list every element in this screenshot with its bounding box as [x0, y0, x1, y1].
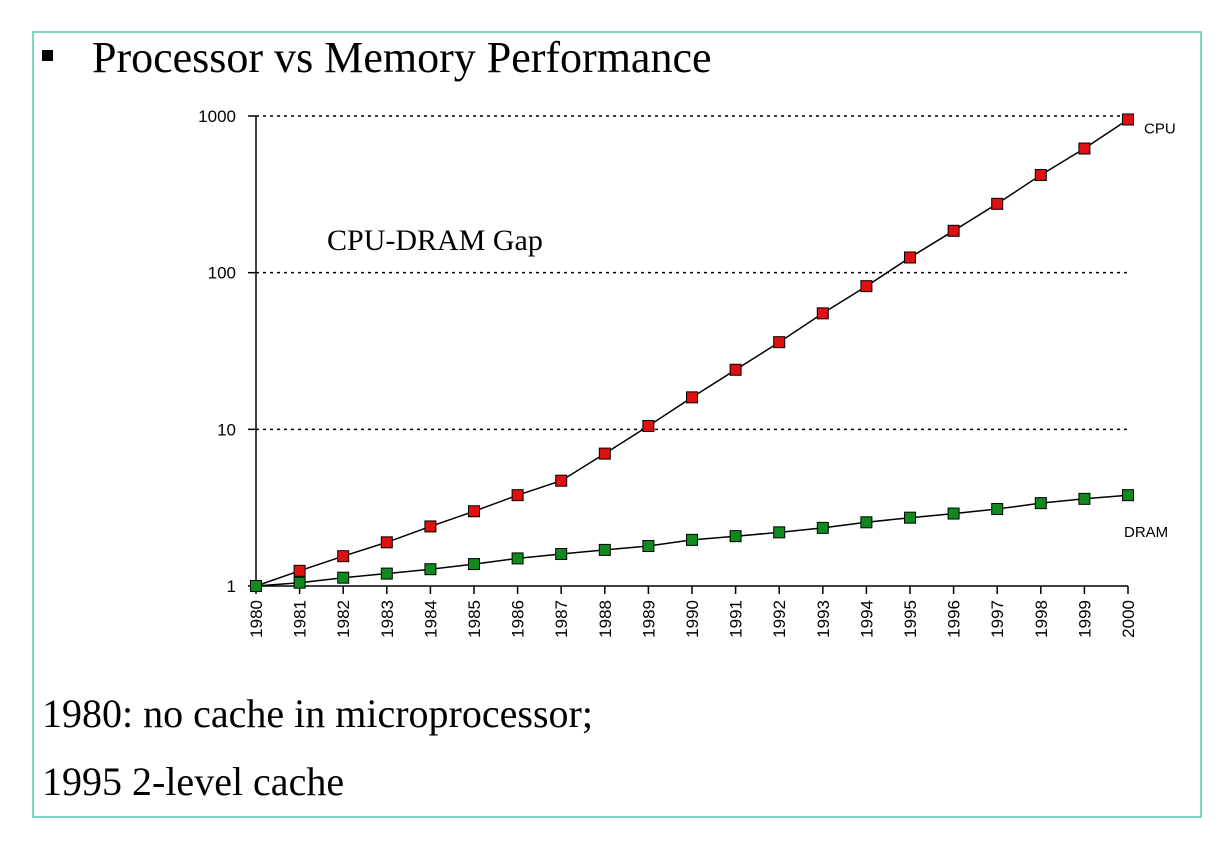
x-tick-label-1992: 1992: [770, 600, 789, 638]
x-tick-label-1996: 1996: [945, 600, 964, 638]
slide-title: Processor vs Memory Performance: [92, 33, 712, 82]
bullet-square-icon: [42, 50, 53, 61]
marker-dram-1989: [642, 540, 655, 553]
series-label-dram: DRAM: [1124, 524, 1168, 541]
x-tick-label-1999: 1999: [1075, 600, 1094, 638]
marker-cpu-1998: [1034, 169, 1047, 182]
marker-dram-1992: [773, 526, 786, 539]
marker-cpu-1990: [686, 391, 698, 404]
footnote-line-2: 1995 2-level cache: [42, 759, 345, 804]
series-label-cpu: CPU: [1144, 120, 1176, 137]
marker-dram-2000: [1122, 489, 1134, 502]
y-tick-label-1000: 1000: [198, 107, 236, 126]
x-tick-label-1991: 1991: [727, 600, 746, 638]
marker-cpu-1999: [1078, 142, 1091, 155]
x-tick-label-1982: 1982: [334, 600, 353, 638]
marker-cpu-1989: [642, 420, 655, 433]
x-tick-label-1990: 1990: [683, 600, 702, 638]
marker-dram-1987: [555, 548, 568, 561]
marker-dram-1998: [1034, 497, 1047, 510]
marker-cpu-1987: [555, 474, 568, 487]
y-tick-label-100: 100: [208, 264, 236, 283]
x-tick-label-1989: 1989: [639, 600, 658, 638]
x-tick-label-1981: 1981: [291, 600, 310, 638]
marker-dram-1985: [468, 558, 480, 571]
series-line-cpu: [255, 118, 1129, 587]
marker-dram-1980: [250, 580, 262, 592]
marker-cpu-1992: [773, 336, 786, 349]
x-tick-label-1987: 1987: [552, 600, 571, 638]
x-tick-label-1984: 1984: [421, 600, 440, 638]
marker-cpu-1984: [424, 520, 437, 533]
slide-frame: [32, 31, 1202, 818]
y-tick-label-10: 10: [217, 420, 236, 439]
marker-cpu-1988: [598, 447, 611, 460]
marker-cpu-1993: [816, 307, 829, 320]
marker-cpu-1991: [729, 363, 742, 376]
marker-dram-1993: [816, 521, 829, 534]
x-tick-label-1993: 1993: [814, 600, 833, 638]
gap-annotation: CPU-DRAM Gap: [327, 224, 543, 257]
marker-cpu-2000: [1122, 113, 1134, 126]
marker-dram-1981: [293, 576, 306, 589]
marker-cpu-1983: [380, 536, 393, 549]
x-tick-label-1988: 1988: [596, 600, 615, 638]
footnote-line-1: 1980: no cache in microprocessor;: [42, 691, 593, 736]
x-tick-label-1995: 1995: [901, 600, 920, 638]
marker-cpu-1985: [468, 505, 480, 518]
marker-dram-1999: [1078, 492, 1091, 505]
x-tick-label-1983: 1983: [378, 600, 397, 638]
y-tick-label-1: 1: [227, 577, 236, 596]
x-tick-label-2000: 2000: [1119, 600, 1138, 638]
marker-dram-1997: [991, 503, 1004, 516]
x-tick-label-1985: 1985: [465, 600, 484, 638]
x-tick-label-1986: 1986: [509, 600, 528, 638]
marker-dram-1984: [424, 563, 437, 576]
marker-cpu-1995: [904, 251, 916, 264]
marker-cpu-1981: [293, 564, 306, 577]
x-tick-label-1994: 1994: [857, 600, 876, 638]
marker-dram-1995: [904, 511, 916, 524]
marker-cpu-1997: [991, 197, 1004, 210]
marker-dram-1983: [380, 567, 393, 580]
x-tick-label-1997: 1997: [988, 600, 1007, 638]
marker-dram-1991: [729, 530, 742, 543]
marker-cpu-1982: [337, 550, 350, 563]
marker-dram-1996: [947, 507, 960, 520]
marker-cpu-1994: [860, 280, 873, 293]
marker-dram-1994: [860, 516, 873, 529]
marker-dram-1982: [337, 571, 350, 584]
marker-dram-1988: [598, 543, 611, 556]
x-tick-label-1998: 1998: [1032, 600, 1051, 638]
marker-cpu-1996: [947, 224, 960, 237]
marker-dram-1986: [511, 552, 524, 565]
marker-dram-1990: [686, 533, 698, 546]
marker-cpu-1986: [511, 489, 524, 502]
x-tick-label-1980: 1980: [247, 600, 266, 638]
